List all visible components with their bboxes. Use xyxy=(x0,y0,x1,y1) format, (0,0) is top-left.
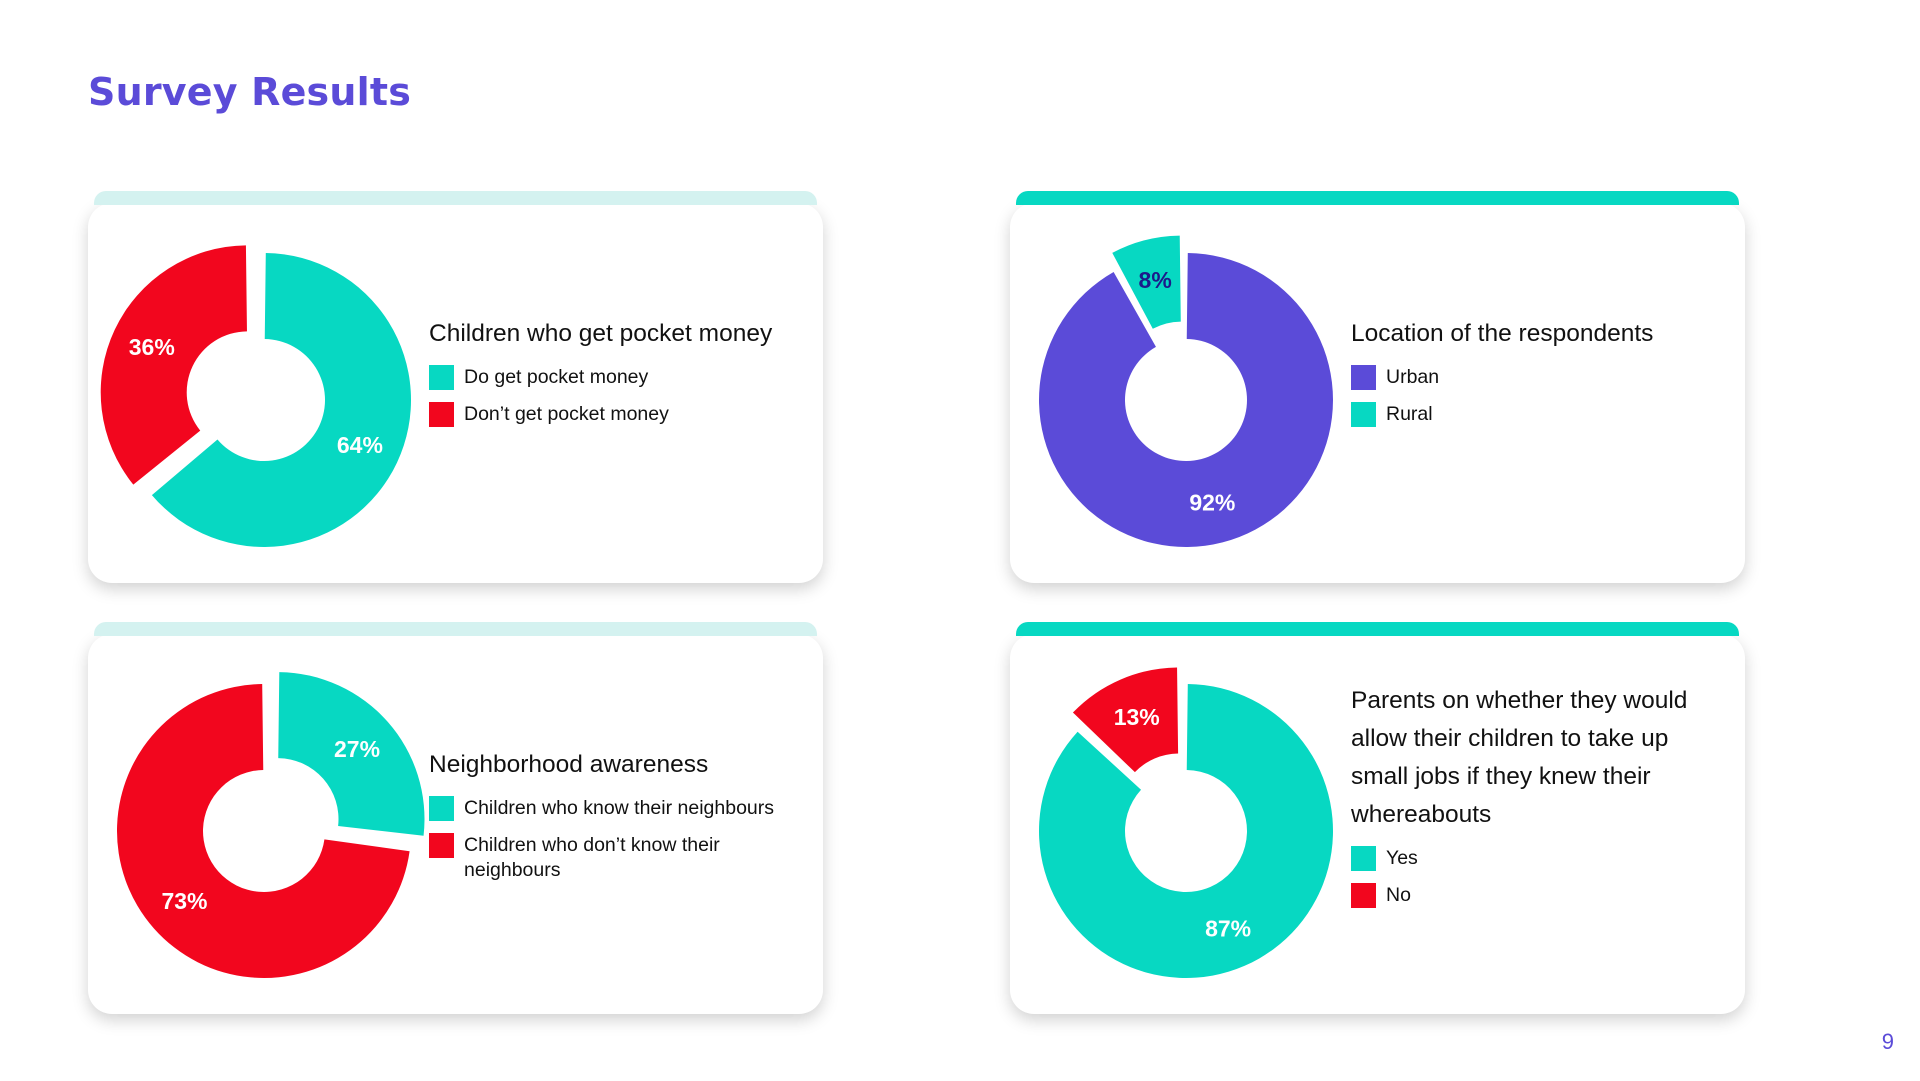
card-top-bar xyxy=(94,191,817,205)
chart-legend: Location of the respondents Urban Rural xyxy=(1351,315,1731,427)
legend-swatch xyxy=(1351,883,1376,908)
data-label: 27% xyxy=(334,736,380,762)
legend-item: Rural xyxy=(1351,402,1731,427)
legend-label: Do get pocket money xyxy=(464,366,649,388)
legend-swatch xyxy=(429,833,454,858)
legend-item: No xyxy=(1351,883,1711,908)
legend-swatch xyxy=(429,402,454,427)
page-number: 9 xyxy=(1881,1029,1894,1054)
pie-slice xyxy=(116,684,410,979)
chart-card-pocket-money: 64% 36% Children who get pocket money Do … xyxy=(88,191,823,583)
pie-slice xyxy=(1112,235,1181,329)
legend-item: Yes xyxy=(1351,846,1711,871)
legend-label: Don’t get pocket money xyxy=(464,403,669,425)
data-label: 13% xyxy=(1114,704,1160,730)
legend-swatch xyxy=(429,796,454,821)
legend-item: Do get pocket money xyxy=(429,365,809,390)
pie-slice xyxy=(151,253,412,547)
donut-chart: 64% 36% xyxy=(100,245,412,547)
chart-legend: Children who get pocket money Do get poc… xyxy=(429,315,809,427)
legend-label: Urban xyxy=(1386,366,1440,388)
pie-slice xyxy=(1039,253,1333,547)
chart-card-location: 92% 8% Location of the respondents Urban … xyxy=(1010,191,1745,583)
chart-legend: Parents on whether they would allow thei… xyxy=(1351,682,1711,908)
data-label: 36% xyxy=(129,334,175,360)
legend-swatch xyxy=(1351,402,1376,427)
pie-slice xyxy=(1039,684,1333,978)
pie-slice xyxy=(1072,667,1179,773)
legend-item: Children who know their neighbours xyxy=(429,796,809,821)
pie-slice xyxy=(100,245,247,485)
donut-chart: 87% 13% xyxy=(1039,667,1333,978)
data-label: 73% xyxy=(161,888,207,914)
legend-label: Children who don’t know their neighbours xyxy=(464,834,720,881)
pie-slice xyxy=(278,672,425,836)
legend-label: No xyxy=(1386,884,1411,906)
legend-swatch xyxy=(429,365,454,390)
card-top-bar xyxy=(1016,191,1739,205)
chart-card-small-jobs: 87% 13% Parents on whether they would all… xyxy=(1010,622,1745,1014)
chart-card-neighborhood: 27% 73% Neighborhood awareness Children w… xyxy=(88,622,823,1014)
data-label: 87% xyxy=(1205,915,1251,941)
legend-label: Rural xyxy=(1386,403,1433,425)
data-label: 92% xyxy=(1189,490,1235,516)
chart-title: Location of the respondents xyxy=(1351,320,1654,347)
donut-chart: 92% 8% xyxy=(1039,235,1333,547)
card-top-bar xyxy=(94,622,817,636)
legend-item: Urban xyxy=(1351,365,1731,390)
legend-label: Yes xyxy=(1386,847,1418,869)
chart-title: Children who get pocket money xyxy=(429,320,773,347)
donut-chart: 27% 73% xyxy=(116,672,425,979)
data-label: 64% xyxy=(337,432,383,458)
legend-swatch xyxy=(1351,846,1376,871)
legend-item: Don’t get pocket money xyxy=(429,402,809,427)
chart-legend: Neighborhood awareness Children who know… xyxy=(429,746,809,883)
legend-label: Children who know their neighbours xyxy=(464,797,775,819)
data-label: 8% xyxy=(1139,267,1172,293)
legend-item: Children who don’t know their neighbours xyxy=(429,833,809,883)
chart-title: Neighborhood awareness xyxy=(429,751,709,778)
chart-title: Parents on whether they would allow thei… xyxy=(1351,687,1688,828)
page-title: Survey Results xyxy=(88,70,412,114)
card-top-bar xyxy=(1016,622,1739,636)
legend-swatch xyxy=(1351,365,1376,390)
